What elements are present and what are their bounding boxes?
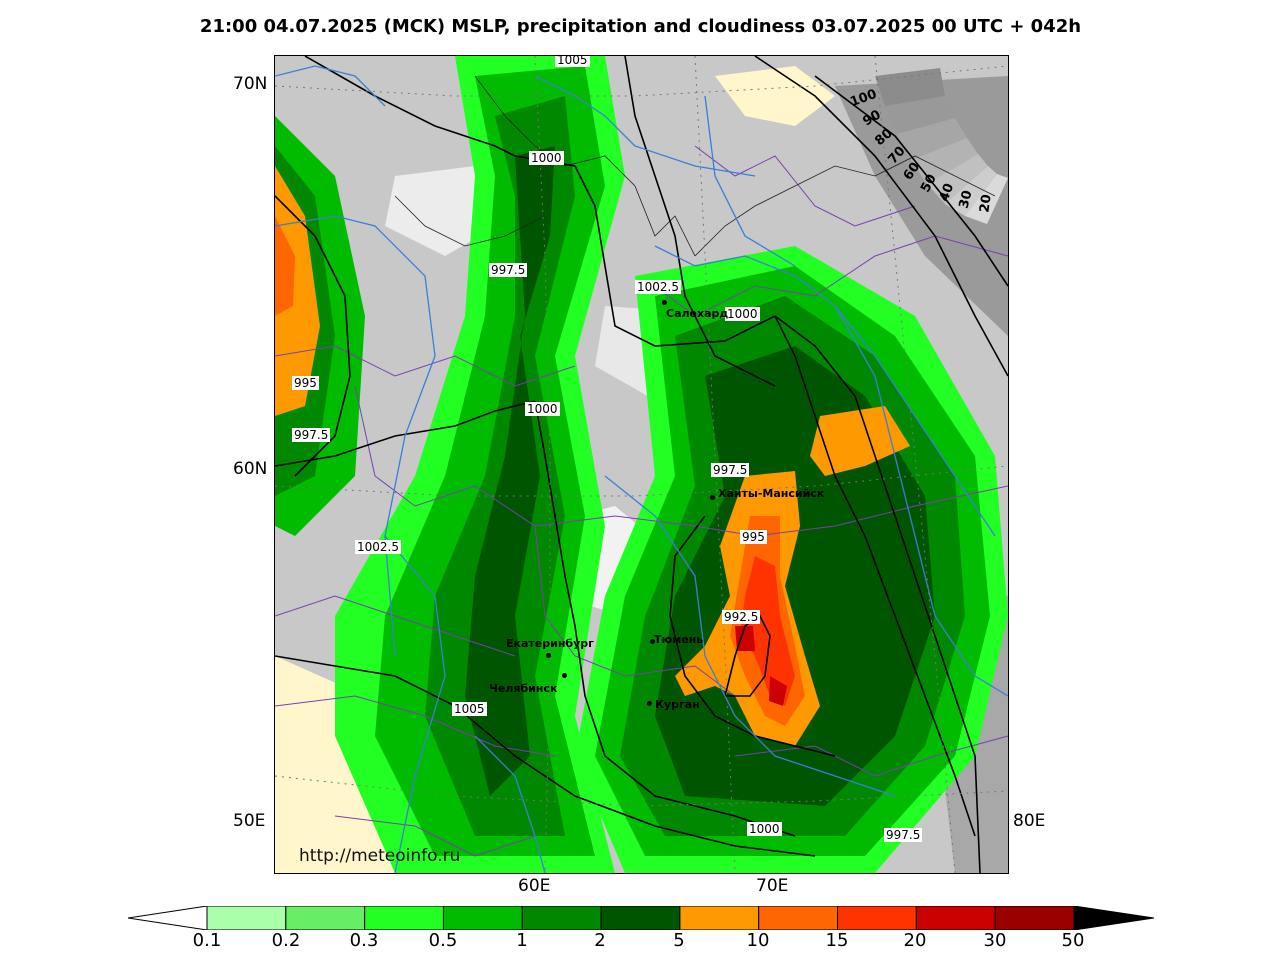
colorbar-cell bbox=[915, 906, 996, 930]
city-marker bbox=[710, 495, 715, 500]
isobar-label: 1005 bbox=[452, 702, 487, 716]
colorbar-cell bbox=[837, 906, 917, 930]
isobar-label: 997.5 bbox=[292, 428, 331, 442]
colorbar-tick: 0.2 bbox=[271, 930, 301, 951]
isobar-label: 997.5 bbox=[884, 828, 923, 842]
chart-title: 21:00 04.07.2025 (MCK) MSLP, precipitati… bbox=[199, 16, 1082, 37]
colorbar-cell bbox=[758, 906, 839, 930]
isobar-label: 1002.5 bbox=[355, 540, 401, 554]
colorbar-cell bbox=[521, 906, 602, 930]
city-marker bbox=[650, 639, 655, 644]
lat-label-70n: 70N bbox=[233, 74, 268, 94]
city-marker bbox=[662, 300, 667, 305]
colorbar-tick: 0.1 bbox=[192, 930, 222, 951]
city-label-salekhard: Салехард bbox=[666, 307, 729, 320]
isobar-label: 997.5 bbox=[711, 463, 750, 477]
coastlines bbox=[394, 75, 996, 257]
colorbar-tick: 10 bbox=[746, 930, 770, 951]
city-label-yekaterinburg: Екатеринбург bbox=[506, 637, 594, 650]
precip-area-central bbox=[335, 56, 625, 873]
map-field bbox=[275, 56, 1008, 873]
city-label-kurgan: Курган bbox=[655, 698, 700, 711]
cloud-scale-label: 20 bbox=[977, 193, 995, 214]
map-panel: 1005 1000 997.5 1002.5 1000 995 997.5 10… bbox=[274, 55, 1009, 874]
isobar-label: 992.5 bbox=[722, 610, 761, 624]
colorbar-cell bbox=[600, 906, 681, 930]
lon-label-70e: 70E bbox=[756, 876, 789, 896]
lon-label-80e: 80E bbox=[1013, 811, 1046, 831]
cloudiness-scale bbox=[875, 68, 1008, 224]
city-label-tyumen: Тюмень bbox=[654, 633, 704, 646]
colorbar-tick: 20 bbox=[903, 930, 927, 951]
colorbar-tick: 2 bbox=[594, 930, 606, 951]
isobar-label: 997.5 bbox=[489, 263, 528, 277]
lat-label-60n: 60N bbox=[233, 459, 268, 479]
colorbar-tick: 0.3 bbox=[349, 930, 379, 951]
colorbar-cell bbox=[285, 906, 366, 930]
lon-label-60e: 60E bbox=[518, 876, 551, 896]
city-label-chelyabinsk: Челябинск bbox=[489, 682, 558, 695]
colorbar-tick: 30 bbox=[983, 930, 1007, 951]
colorbar-tick: 15 bbox=[825, 930, 849, 951]
isobar-label: 1000 bbox=[525, 402, 560, 416]
colorbar-cell bbox=[364, 906, 444, 930]
isobar-label: 1000 bbox=[529, 151, 564, 165]
colorbar-tick: 50 bbox=[1061, 930, 1085, 951]
city-marker bbox=[546, 653, 551, 658]
city-marker bbox=[647, 701, 652, 706]
precip-colorbar bbox=[128, 906, 1154, 930]
heavy-precip-core bbox=[675, 406, 910, 746]
thickness-lines bbox=[275, 65, 1008, 873]
isobars bbox=[275, 56, 1008, 873]
isobar-label: 1000 bbox=[747, 822, 782, 836]
graticule bbox=[275, 56, 1008, 873]
colorbar-cell bbox=[679, 906, 760, 930]
colorbar-tick: 1 bbox=[516, 930, 528, 951]
source-credit: http://meteoinfo.ru bbox=[299, 846, 461, 866]
city-label-khanty-mansiysk: Ханты-Мансийск bbox=[718, 487, 825, 500]
colorbar-cell bbox=[994, 906, 1075, 930]
lon-label-50e: 50E bbox=[233, 811, 266, 831]
city-marker bbox=[562, 673, 567, 678]
colorbar-cell bbox=[442, 906, 523, 930]
colorbar-tick: 5 bbox=[673, 930, 685, 951]
isobar-label: 995 bbox=[740, 530, 767, 544]
isobar-label: 1002.5 bbox=[635, 280, 681, 294]
isobar-label: 1005 bbox=[555, 55, 590, 67]
colorbar-cell bbox=[206, 906, 287, 930]
isobar-label: 995 bbox=[292, 376, 319, 390]
isobar-label: 1000 bbox=[725, 307, 760, 321]
colorbar-tick: 0.5 bbox=[428, 930, 458, 951]
